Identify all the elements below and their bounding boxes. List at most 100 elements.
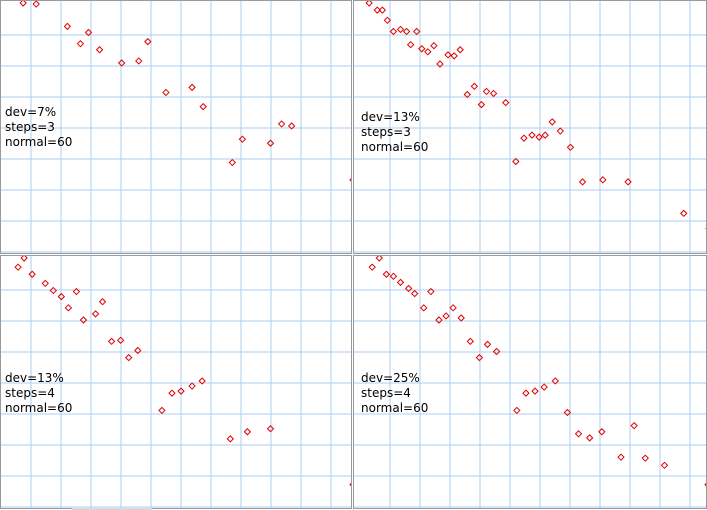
- data-point-marker: [630, 421, 638, 430]
- data-point-marker: [349, 178, 351, 182]
- data-point-marker: [349, 482, 351, 487]
- dev-label: dev=13%: [361, 110, 420, 124]
- data-point-marker: [442, 312, 450, 320]
- data-point-marker: [389, 272, 398, 281]
- data-point-marker: [535, 133, 543, 141]
- data-point-marker: [116, 336, 125, 345]
- steps-label: steps=4: [5, 386, 55, 400]
- data-point-marker: [427, 287, 435, 296]
- data-point-marker: [528, 131, 536, 139]
- data-point-marker: [365, 1, 373, 7]
- data-point-marker: [72, 287, 81, 296]
- data-point-marker: [450, 52, 458, 60]
- data-point-marker: [492, 347, 501, 356]
- data-point-marker: [457, 314, 465, 322]
- data-point-marker: [383, 16, 392, 25]
- data-point-marker: [287, 122, 296, 130]
- chart-panel-top-left: dev=7% steps=3 normal=60: [0, 0, 352, 254]
- parameter-labels: dev=25% steps=4 normal=60: [361, 371, 428, 416]
- data-point-marker: [98, 298, 107, 306]
- data-point-marker: [396, 278, 405, 287]
- data-point-marker: [382, 270, 391, 278]
- data-point-marker: [430, 41, 438, 50]
- data-point-marker: [599, 176, 607, 184]
- data-point-marker: [135, 57, 143, 65]
- data-point-marker: [449, 304, 457, 312]
- data-point-marker: [551, 377, 559, 385]
- data-point-marker: [456, 46, 464, 54]
- plot-area: [354, 1, 706, 253]
- data-point-marker: [420, 304, 428, 312]
- data-point-marker: [548, 118, 556, 126]
- data-point-marker: [389, 27, 398, 36]
- data-point-marker: [277, 120, 286, 128]
- data-point-marker: [513, 406, 521, 415]
- data-point-marker: [14, 263, 22, 271]
- plot-area: [1, 256, 351, 508]
- chart-panel-top-right: dev=13% steps=3 normal=60: [353, 0, 707, 254]
- data-point-marker: [402, 27, 411, 36]
- data-point-marker: [32, 1, 40, 8]
- data-point-marker: [199, 102, 207, 111]
- data-point-marker: [463, 90, 471, 99]
- data-point-marker: [680, 209, 688, 218]
- data-point-marker: [512, 157, 520, 166]
- data-point-marker: [41, 279, 49, 288]
- data-point-marker: [624, 178, 632, 186]
- data-point-marker: [470, 82, 479, 91]
- data-point-marker: [144, 37, 152, 46]
- data-point-marker: [76, 39, 85, 48]
- plot-area: [354, 256, 706, 508]
- data-point-marker: [466, 337, 475, 346]
- data-point-marker: [617, 453, 625, 461]
- data-point-marker: [444, 51, 452, 59]
- normal-label: normal=60: [5, 135, 73, 149]
- data-point-marker: [531, 387, 539, 395]
- data-point-marker: [188, 83, 196, 92]
- data-point-marker: [375, 256, 383, 262]
- data-point-marker: [406, 40, 415, 49]
- data-point-marker: [404, 284, 413, 293]
- data-point-marker: [117, 59, 126, 67]
- data-point-marker: [91, 310, 100, 318]
- data-point-marker: [540, 383, 548, 391]
- normal-label: normal=60: [361, 140, 429, 154]
- data-point-marker: [563, 408, 572, 417]
- data-point-marker: [84, 28, 93, 37]
- data-point-marker: [660, 461, 669, 470]
- parameter-labels: dev=13% steps=4 normal=60: [5, 371, 72, 416]
- data-point-marker: [424, 48, 432, 56]
- data-point-marker: [125, 353, 133, 362]
- data-point-marker: [134, 346, 142, 355]
- data-point-marker: [378, 6, 387, 14]
- data-point-marker: [413, 27, 421, 36]
- data-point-marker: [522, 389, 530, 397]
- data-point-marker: [502, 98, 510, 107]
- data-point-marker: [226, 435, 235, 443]
- data-point-marker: [168, 389, 176, 397]
- normal-label: normal=60: [361, 401, 429, 415]
- data-point-marker: [243, 428, 252, 436]
- plot-area: [1, 1, 351, 253]
- chart-panel-bottom-right: dev=25% steps=4 normal=60: [353, 255, 707, 509]
- normal-label: normal=60: [5, 401, 73, 415]
- data-point-marker: [368, 263, 376, 271]
- data-point-marker: [266, 425, 275, 433]
- data-point-marker: [483, 340, 492, 349]
- data-point-marker: [266, 139, 275, 147]
- chart-panel-bottom-left: dev=13% steps=4 normal=60: [0, 255, 352, 509]
- scrollbar-thumb[interactable]: [72, 508, 152, 510]
- data-point-marker: [475, 353, 484, 362]
- data-point-marker: [188, 382, 196, 390]
- steps-label: steps=3: [5, 120, 55, 134]
- data-point-marker: [28, 270, 36, 278]
- data-point-marker: [228, 158, 237, 167]
- data-point-marker: [162, 88, 170, 97]
- data-point-marker: [79, 316, 88, 324]
- data-point-marker: [585, 434, 594, 442]
- data-point-marker: [177, 387, 185, 395]
- data-point-marker: [19, 1, 27, 7]
- data-point-marker: [57, 292, 66, 301]
- data-point-marker: [598, 428, 606, 436]
- data-point-marker: [373, 6, 381, 14]
